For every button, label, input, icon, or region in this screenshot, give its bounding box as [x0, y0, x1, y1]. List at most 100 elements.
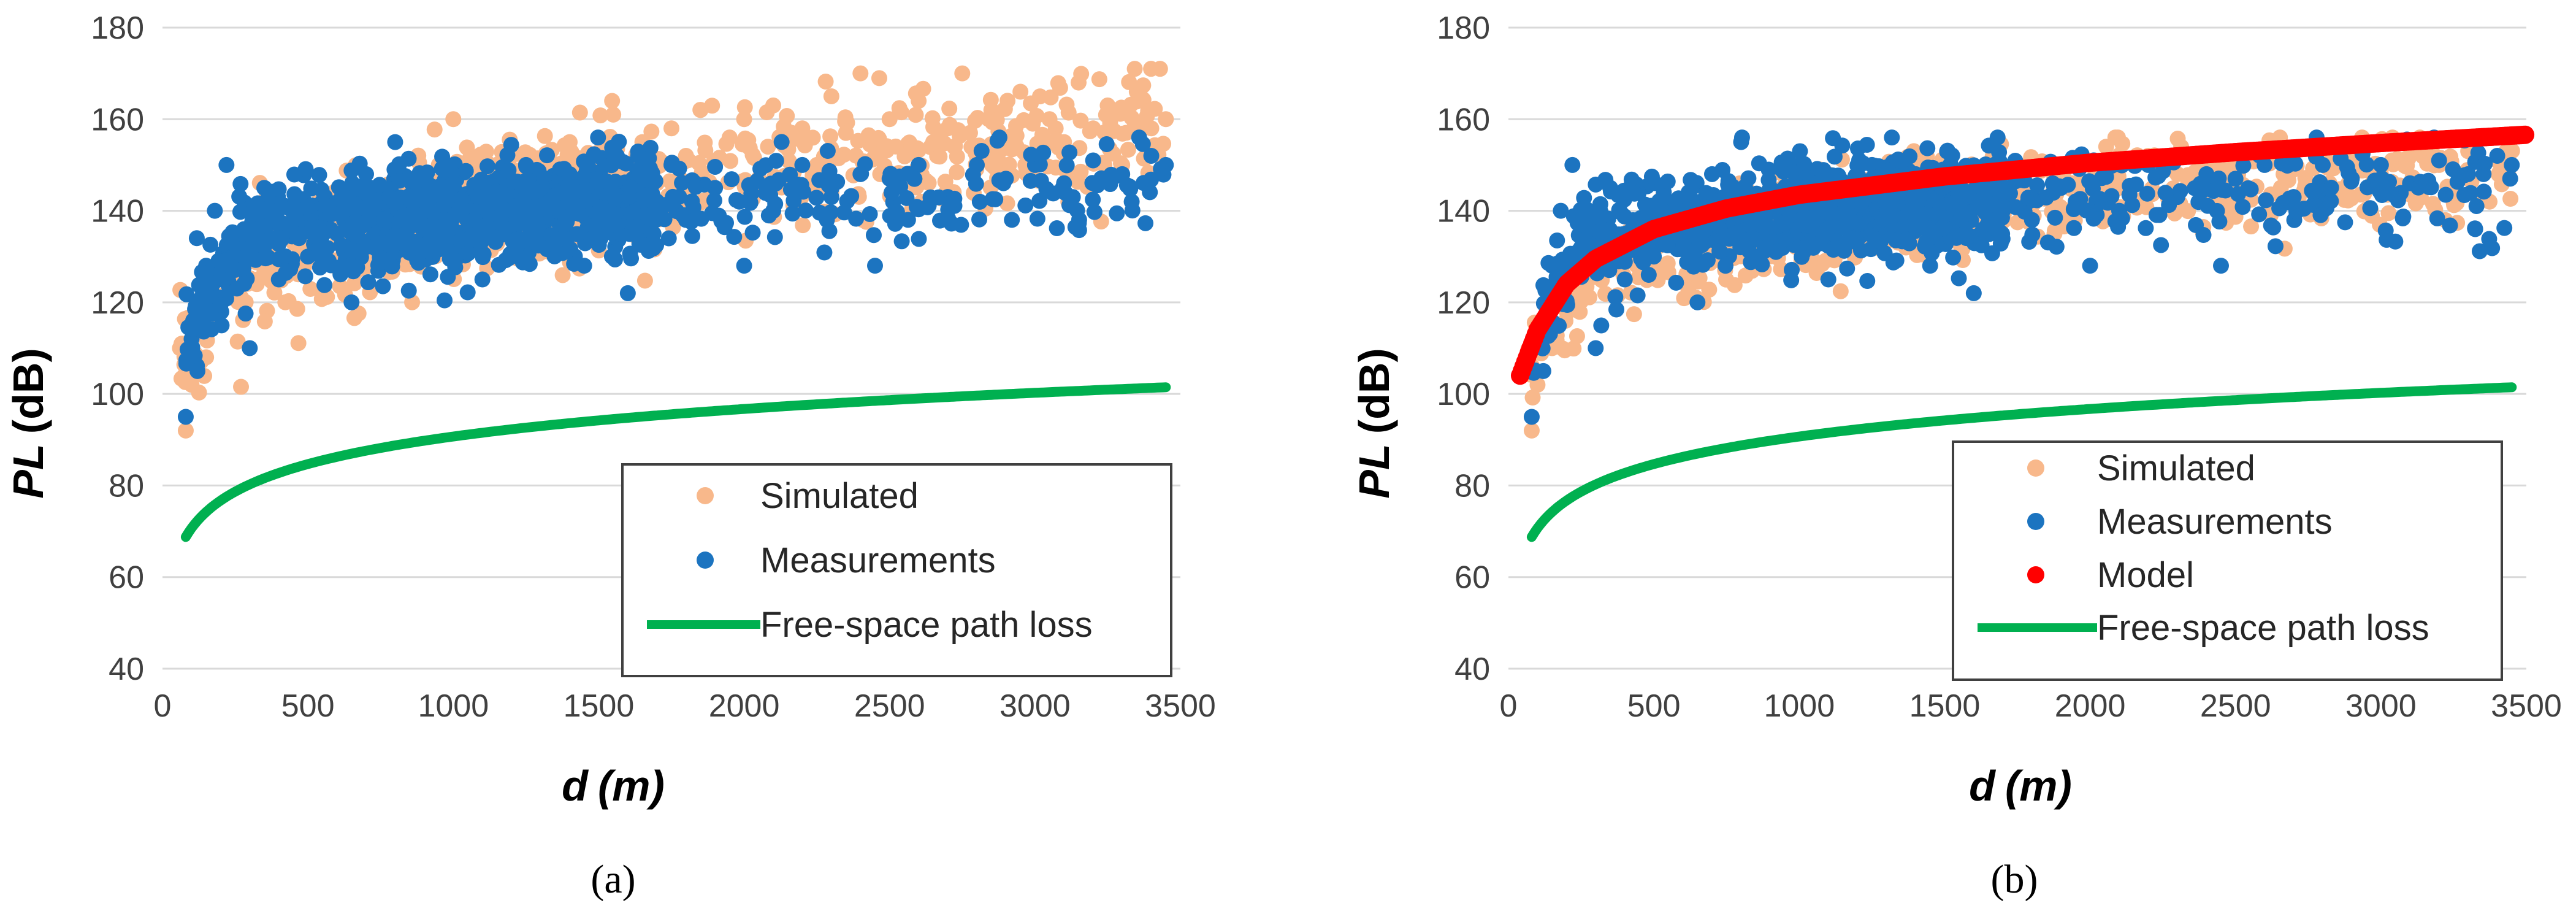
measurement-point: [1023, 147, 1039, 163]
measurement-point: [757, 185, 774, 201]
y-tick-label-120: 120: [91, 285, 144, 321]
measurement-point: [440, 269, 456, 285]
measurement-point: [2449, 174, 2466, 190]
measurement-point: [2138, 220, 2154, 236]
measurement-point: [984, 191, 1001, 207]
measurement-point: [2463, 185, 2479, 201]
simulated-point: [817, 73, 834, 90]
simulated-point: [1072, 163, 1089, 180]
measurement-point: [314, 224, 331, 240]
measurement-point: [2066, 220, 2082, 236]
simulated-point: [931, 129, 948, 146]
measurement-point: [684, 228, 701, 244]
chart-a-free-space-line: [180, 382, 1171, 542]
chart-b-legend-label-simulated: Simulated: [2097, 448, 2255, 488]
measurement-point: [1758, 239, 1775, 256]
measurement-point: [2445, 161, 2461, 177]
measurement-point: [808, 190, 825, 206]
measurement-point: [1795, 244, 1811, 261]
measurement-point: [1093, 170, 1110, 186]
measurement-point: [1640, 198, 1656, 214]
simulated-point: [2109, 129, 2126, 146]
measurement-point: [1553, 202, 1569, 219]
measurement-point: [2267, 238, 2284, 255]
x-tick-label-1500: 1500: [564, 688, 635, 724]
measurement-point: [1017, 197, 1034, 213]
simulated-point: [445, 111, 462, 128]
measurement-point: [236, 275, 253, 292]
measurement-point: [1602, 183, 1619, 200]
measurement-point: [893, 233, 910, 250]
chart-b-y-axis-title: PL(dB): [1350, 348, 1398, 498]
measurement-point: [2359, 179, 2375, 196]
simulated-point: [697, 134, 713, 151]
simulated-point: [871, 131, 887, 147]
simulated-point: [1008, 138, 1025, 155]
measurement-point: [1085, 152, 1101, 169]
measurement-point: [2288, 204, 2304, 220]
simulated-point: [2098, 139, 2114, 155]
chart-b-legend-label-measurements: Measurements: [2097, 502, 2333, 542]
simulated-point: [982, 91, 999, 108]
measurement-point: [1122, 180, 1139, 197]
simulated-point: [795, 217, 811, 234]
simulated-point: [266, 284, 283, 301]
measurement-point: [178, 352, 194, 369]
simulated-point: [1524, 390, 1541, 406]
simulated-point: [1155, 136, 1172, 152]
measurement-point: [387, 134, 403, 150]
simulated-point: [592, 107, 609, 124]
measurement-point: [898, 190, 915, 206]
chart-a-y-axis-variable: PL: [4, 444, 52, 498]
measurement-point: [335, 257, 351, 274]
simulated-point: [949, 164, 965, 180]
simulated-point: [2425, 196, 2441, 212]
measurement-point: [867, 258, 883, 274]
measurement-point: [1607, 289, 1624, 306]
measurement-point: [2187, 180, 2203, 196]
y-tick-label-100: 100: [91, 377, 144, 412]
simulated-point: [908, 107, 924, 123]
measurement-point: [900, 166, 916, 182]
measurement-point: [1945, 249, 1962, 266]
simulated-point: [1082, 123, 1098, 139]
measurement-point: [684, 193, 700, 210]
measurement-point: [224, 224, 241, 240]
measurement-point: [1993, 210, 2010, 226]
chart-a-legend-box: [621, 463, 1172, 677]
measurement-point: [459, 284, 476, 301]
measurement-point: [188, 230, 205, 247]
x-tick-label-500: 500: [281, 688, 335, 724]
x-tick-label-3500: 3500: [2491, 688, 2562, 724]
measurement-point: [606, 251, 623, 267]
measurement-point: [178, 286, 195, 302]
measurement-point: [1592, 196, 1608, 212]
simulated-point: [559, 139, 575, 155]
y-tick-label-100: 100: [1437, 377, 1490, 412]
measurement-point: [457, 163, 474, 179]
measurement-point: [973, 143, 990, 160]
measurement-point: [2307, 183, 2324, 199]
measurement-point: [1523, 409, 1540, 425]
measurement-point: [630, 148, 646, 164]
measurement-point: [821, 223, 838, 239]
chart-b-legend-marker-simulated: [2027, 459, 2044, 477]
measurement-point: [2379, 231, 2395, 248]
measurement-point: [479, 158, 495, 175]
y-tick-label-40: 40: [109, 652, 144, 687]
measurement-point: [2227, 171, 2244, 187]
measurement-point: [2205, 183, 2222, 199]
simulated-point: [1025, 115, 1041, 132]
simulated-point: [1091, 71, 1107, 88]
measurement-point: [1679, 254, 1695, 271]
measurement-point: [207, 202, 223, 219]
measurement-point: [991, 129, 1007, 146]
measurement-point: [1576, 190, 1592, 206]
measurement-point: [2437, 186, 2454, 203]
chart-b-legend-label-model: Model: [2097, 555, 2194, 595]
simulated-point: [1726, 277, 1743, 293]
measurement-point: [2496, 220, 2513, 236]
measurement-point: [2148, 207, 2165, 223]
y-tick-label-160: 160: [91, 102, 144, 137]
measurement-point: [2489, 148, 2505, 164]
